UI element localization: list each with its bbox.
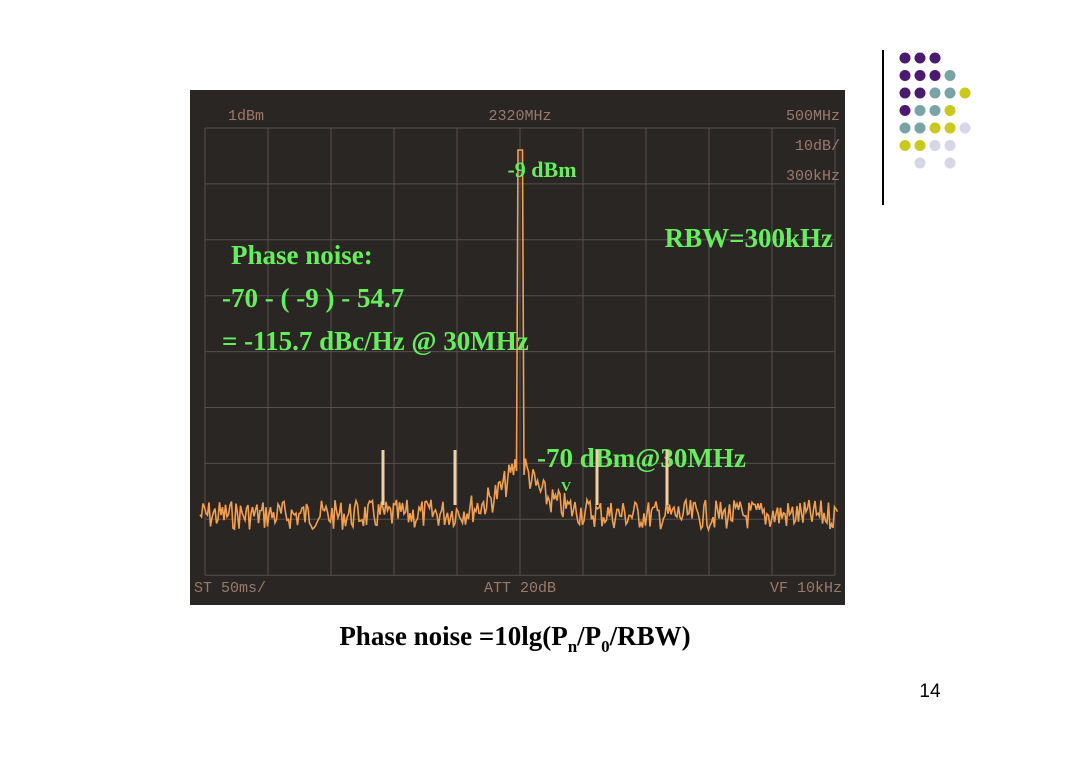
peak-label: -9 dBm	[507, 157, 576, 182]
dot	[929, 87, 941, 99]
dot	[929, 122, 941, 134]
dot	[929, 52, 941, 64]
dot-decoration	[899, 52, 971, 169]
dot	[914, 70, 926, 81]
screen-label: 300kHz	[786, 168, 840, 185]
dot	[929, 140, 941, 151]
rbw-label: RBW=300kHz	[665, 223, 833, 253]
dot	[914, 122, 926, 134]
dot	[899, 70, 911, 81]
screen-label: ST 50ms/	[194, 580, 266, 597]
dot	[899, 140, 911, 151]
dot	[914, 140, 926, 151]
caption-part: /P	[576, 621, 601, 651]
dot	[959, 122, 971, 134]
screen-label: 10dB/	[795, 138, 840, 155]
dot	[944, 70, 956, 81]
caption-subscript: n	[568, 637, 578, 656]
screen-label: ATT 20dB	[484, 580, 556, 597]
marker-label: V	[561, 480, 571, 495]
dot	[914, 52, 926, 64]
dot	[899, 87, 911, 99]
dot	[944, 122, 956, 134]
dot	[944, 157, 956, 169]
screen-label: 1dBm	[228, 108, 264, 125]
page-number: 14	[919, 681, 941, 702]
caption-part: Phase noise =10lg(P	[339, 621, 567, 651]
dot	[914, 87, 926, 99]
dot	[899, 105, 911, 116]
dot	[944, 140, 956, 151]
dot	[929, 105, 941, 116]
spectrum-trace	[199, 149, 839, 533]
phase-noise-result: = -115.7 dBc/Hz @ 30MHz	[222, 326, 529, 356]
caption-part: /RBW)	[609, 621, 691, 651]
dot	[914, 105, 926, 116]
screen-label: 2320MHz	[488, 108, 551, 125]
dot	[899, 122, 911, 134]
dot	[914, 157, 926, 169]
caption-subscript: 0	[601, 637, 610, 656]
screen-label: 500MHz	[786, 108, 840, 125]
screen-grid	[204, 127, 836, 576]
caption: Phase noise =10lg(Pn/P0/RBW)	[339, 621, 690, 656]
screen-label: VF 10kHz	[770, 580, 842, 597]
dot	[899, 52, 911, 64]
phase-noise-title: Phase noise:	[231, 240, 373, 270]
phase-noise-calc: -70 - ( -9 ) - 54.7	[222, 283, 404, 313]
offset-level-label: -70 dBm@30MHz	[537, 443, 746, 473]
dot	[944, 105, 956, 116]
dot	[929, 70, 941, 81]
dot	[944, 87, 956, 99]
dot	[959, 87, 971, 99]
